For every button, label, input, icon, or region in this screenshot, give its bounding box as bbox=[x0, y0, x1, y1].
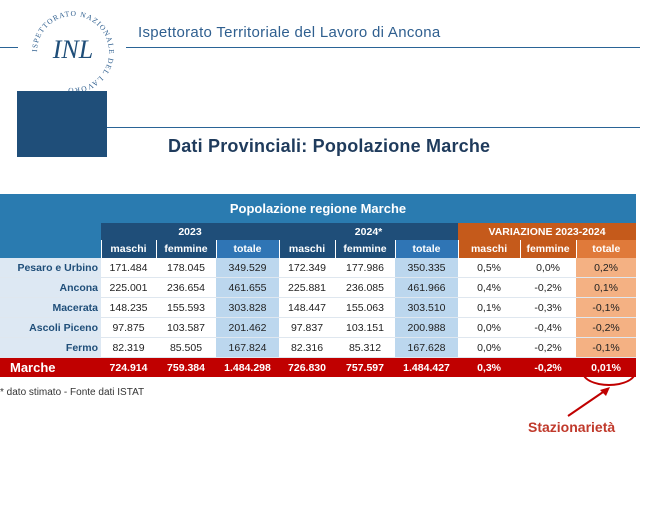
table-cell: 0,5% bbox=[458, 258, 521, 278]
table-cell: 85.505 bbox=[156, 337, 216, 358]
table-cell: 461.655 bbox=[216, 277, 280, 298]
seal-letters: INL bbox=[52, 35, 93, 64]
col-header: femmine bbox=[155, 240, 216, 258]
table-cell: 0,1% bbox=[576, 277, 637, 298]
col-header: femmine bbox=[334, 240, 396, 258]
office-title: Ispettorato Territoriale del Lavoro di A… bbox=[138, 24, 441, 41]
row-label: Fermo bbox=[0, 337, 101, 358]
row-label: Ancona bbox=[0, 277, 101, 298]
population-table-panel: Popolazione regione Marche 2023 2024* VA… bbox=[0, 194, 637, 377]
table-cell: 177.986 bbox=[335, 258, 396, 278]
table-cell: 155.593 bbox=[156, 297, 216, 318]
table-row: Pesaro e Urbino 171.484 178.045 349.529 172.… bbox=[0, 258, 637, 278]
table-cell: 167.824 bbox=[216, 337, 280, 358]
table-cell: 225.001 bbox=[101, 277, 156, 298]
table-cell: 303.828 bbox=[216, 297, 280, 318]
table-cell: 167.628 bbox=[395, 337, 459, 358]
table-cell: 172.349 bbox=[279, 258, 336, 278]
table-cell: 82.319 bbox=[101, 337, 156, 358]
table-row: Macerata 148.235 155.593 303.828 148.447 155.… bbox=[0, 297, 637, 318]
page-subtitle: Dati Provinciali: Popolazione Marche bbox=[168, 136, 491, 156]
decorative-block bbox=[17, 91, 107, 157]
highlight-circle bbox=[582, 359, 636, 386]
annotation-arrow bbox=[567, 387, 610, 417]
group-2023: 2023 bbox=[101, 223, 280, 240]
column-header-row: maschi femmine totale maschi femmine tot… bbox=[0, 240, 637, 258]
table-cell: 349.529 bbox=[216, 258, 280, 278]
table-cell: 201.462 bbox=[216, 317, 280, 338]
table-cell: 200.988 bbox=[395, 317, 459, 338]
row-label: Macerata bbox=[0, 297, 101, 318]
table-cell: 303.510 bbox=[395, 297, 459, 318]
col-header: maschi bbox=[457, 240, 521, 258]
col-header: totale bbox=[394, 240, 459, 258]
col-header: maschi bbox=[100, 240, 156, 258]
total-cell: 1.484.427 bbox=[395, 357, 459, 377]
table-cell: -0,1% bbox=[576, 297, 637, 318]
col-header: maschi bbox=[278, 240, 336, 258]
table-cell: 103.151 bbox=[335, 317, 396, 338]
table-body: Pesaro e Urbino 171.484 178.045 349.529 172.… bbox=[0, 258, 637, 358]
column-header-blank bbox=[0, 240, 101, 258]
row-label: Ascoli Piceno bbox=[0, 317, 101, 338]
table-row: Fermo 82.319 85.505 167.824 82.316 85.312 167.… bbox=[0, 337, 637, 358]
table-cell: -0,1% bbox=[576, 337, 637, 358]
table-cell: 0,2% bbox=[576, 258, 637, 278]
table-cell: 461.966 bbox=[395, 277, 459, 298]
table-cell: 97.837 bbox=[279, 317, 336, 338]
group-2024: 2024* bbox=[279, 223, 459, 240]
header-rule-bottom bbox=[107, 127, 640, 128]
table-cell: 225.881 bbox=[279, 277, 336, 298]
table-cell: 148.447 bbox=[279, 297, 336, 318]
table-cell: 178.045 bbox=[156, 258, 216, 278]
table-cell: 236.085 bbox=[335, 277, 396, 298]
table-cell: 236.654 bbox=[156, 277, 216, 298]
header-rule-top bbox=[126, 47, 640, 48]
table-cell: 155.063 bbox=[335, 297, 396, 318]
total-cell: 759.384 bbox=[156, 357, 216, 377]
total-cell: 757.597 bbox=[335, 357, 396, 377]
header-rule-left bbox=[0, 47, 18, 48]
col-header: femmine bbox=[519, 240, 577, 258]
table-cell: 0,4% bbox=[458, 277, 521, 298]
inl-seal-logo: ISPETTORATO NAZIONALE DEL LAVORO INL bbox=[30, 9, 115, 92]
population-table: 2023 2024* VARIAZIONE 2023-2024 maschi f… bbox=[0, 223, 637, 377]
col-header: totale bbox=[575, 240, 637, 258]
total-cell: 1.484.298 bbox=[216, 357, 280, 377]
source-note: * dato stimato - Fonte dati ISTAT bbox=[0, 387, 145, 398]
table-cell: -0,4% bbox=[520, 317, 577, 338]
total-cell: 0,3% bbox=[458, 357, 521, 377]
table-cell: 0,0% bbox=[458, 317, 521, 338]
total-cell: 724.914 bbox=[101, 357, 156, 377]
table-cell: -0,3% bbox=[520, 297, 577, 318]
table-cell: 85.312 bbox=[335, 337, 396, 358]
total-label: Marche bbox=[0, 357, 101, 377]
table-cell: 350.335 bbox=[395, 258, 459, 278]
table-title: Popolazione regione Marche bbox=[0, 194, 636, 223]
table-row: Ancona 225.001 236.654 461.655 225.881 236.08… bbox=[0, 277, 637, 298]
table-cell: 0,0% bbox=[458, 337, 521, 358]
row-label: Pesaro e Urbino bbox=[0, 258, 101, 278]
table-cell: 97.875 bbox=[101, 317, 156, 338]
table-cell: 82.316 bbox=[279, 337, 336, 358]
table-row: Ascoli Piceno 97.875 103.587 201.462 97.837 1… bbox=[0, 317, 637, 338]
total-cell: 726.830 bbox=[279, 357, 336, 377]
table-cell: -0,2% bbox=[576, 317, 637, 338]
stationarity-annotation: Stazionarietà bbox=[528, 419, 616, 435]
group-header-row: 2023 2024* VARIAZIONE 2023-2024 bbox=[0, 223, 637, 240]
total-row: Marche 724.914 759.384 1.484.298 726.830… bbox=[0, 357, 637, 377]
col-header: totale bbox=[215, 240, 280, 258]
table-cell: -0,2% bbox=[520, 277, 577, 298]
table-cell: 148.235 bbox=[101, 297, 156, 318]
table-cell: -0,2% bbox=[520, 337, 577, 358]
total-cell: -0,2% bbox=[520, 357, 577, 377]
group-header-blank bbox=[0, 223, 101, 240]
table-cell: 171.484 bbox=[101, 258, 156, 278]
table-cell: 0,1% bbox=[458, 297, 521, 318]
table-cell: 0,0% bbox=[520, 258, 577, 278]
table-cell: 103.587 bbox=[156, 317, 216, 338]
group-variation: VARIAZIONE 2023-2024 bbox=[458, 223, 637, 240]
